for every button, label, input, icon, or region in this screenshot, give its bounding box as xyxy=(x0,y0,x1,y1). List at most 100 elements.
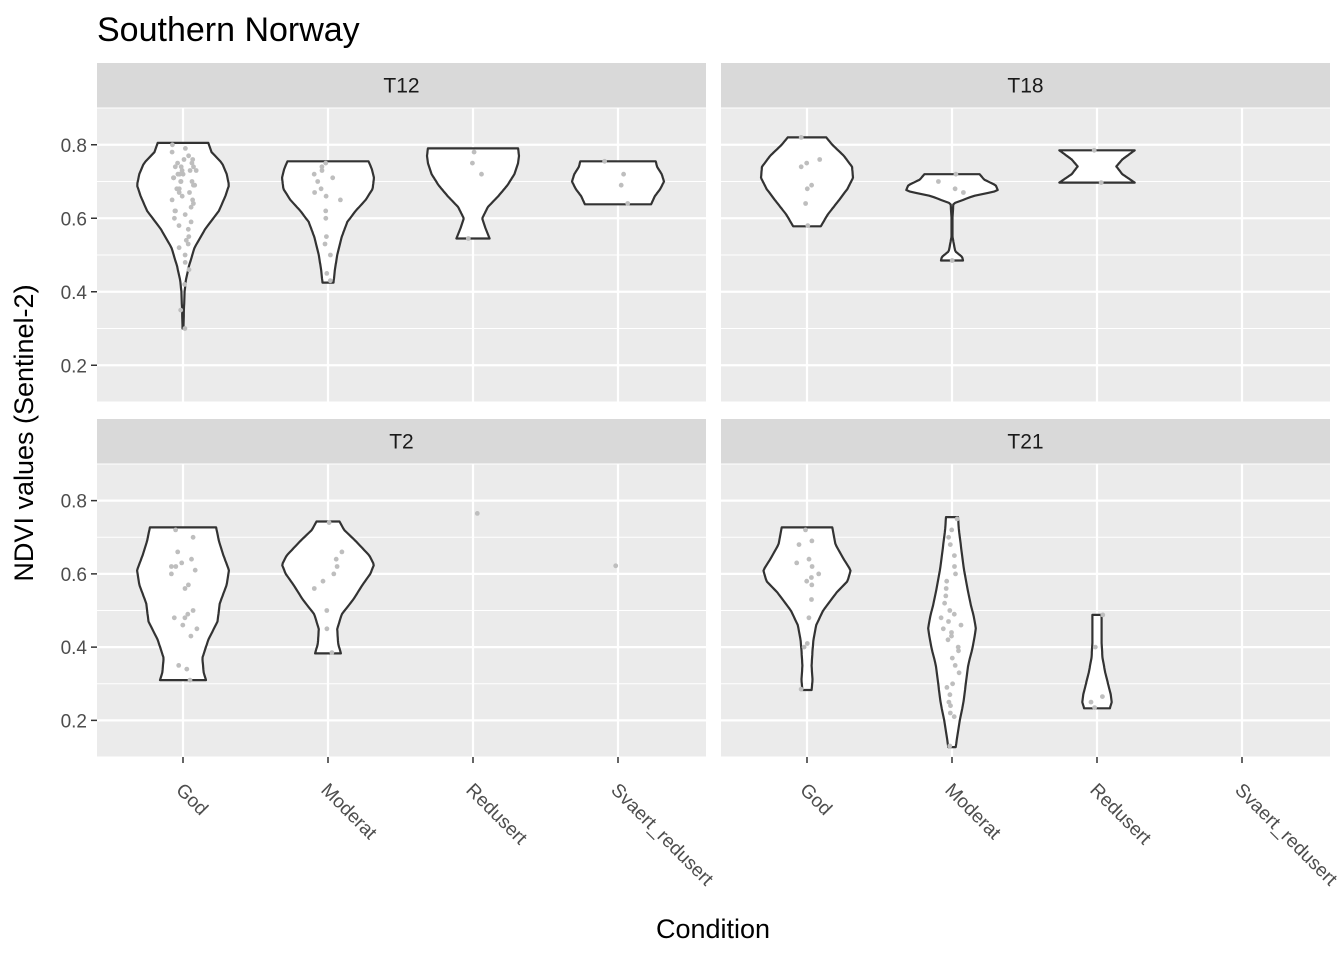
data-point xyxy=(1098,180,1104,186)
violin-Redusert xyxy=(1058,149,1136,184)
y-tick-label: 0.6 xyxy=(61,565,87,586)
data-point xyxy=(1088,699,1094,705)
data-point xyxy=(185,611,191,617)
data-point xyxy=(804,578,810,584)
data-point xyxy=(952,663,958,668)
data-point xyxy=(320,578,326,584)
data-point xyxy=(175,160,181,166)
data-point xyxy=(182,252,188,258)
data-point xyxy=(946,619,951,624)
data-point xyxy=(942,600,947,606)
data-point xyxy=(172,215,177,221)
data-point xyxy=(180,622,186,628)
data-point xyxy=(189,160,195,166)
data-point xyxy=(187,677,193,683)
data-point xyxy=(171,175,176,181)
violin-Moderat xyxy=(281,520,375,655)
data-point xyxy=(804,641,810,646)
data-point xyxy=(327,278,333,284)
data-point xyxy=(182,615,188,621)
data-point xyxy=(946,534,951,540)
data-point xyxy=(324,626,330,632)
data-point xyxy=(176,223,182,229)
data-point xyxy=(176,190,182,195)
data-point xyxy=(172,164,178,170)
data-point xyxy=(187,168,193,173)
data-point xyxy=(471,149,477,155)
data-point xyxy=(958,622,964,628)
data-point xyxy=(180,171,186,177)
data-point xyxy=(338,197,343,203)
data-point xyxy=(1091,147,1097,153)
data-point xyxy=(334,564,340,569)
data-point xyxy=(936,179,941,184)
data-point xyxy=(169,197,175,203)
data-point xyxy=(318,186,324,192)
violin-Moderat xyxy=(281,160,375,284)
x-tick-label: Svaert_redusert xyxy=(606,780,717,891)
data-point xyxy=(946,699,952,705)
facet-T18: T18 xyxy=(721,63,1330,403)
x-tick-label: Moderat xyxy=(940,780,1005,845)
violin-God xyxy=(759,136,855,228)
x-tick-label: Redusert xyxy=(1085,780,1155,850)
facet-strip-label: T21 xyxy=(1007,431,1043,454)
data-point xyxy=(951,714,957,720)
data-point xyxy=(804,160,810,166)
data-point xyxy=(806,615,812,621)
facet-T12: T12 0.2 0.4 0.6 0.8 xyxy=(61,63,706,403)
data-point xyxy=(176,663,182,668)
x-tick-label: Redusert xyxy=(461,780,531,850)
data-point xyxy=(186,234,192,240)
data-point xyxy=(809,597,814,602)
data-point xyxy=(809,538,815,544)
data-point xyxy=(947,710,953,716)
x-tick-label: Svaert_redusert xyxy=(1230,780,1341,891)
data-point xyxy=(817,157,823,162)
data-point xyxy=(323,208,329,214)
data-point xyxy=(312,190,317,195)
data-point xyxy=(938,615,944,621)
violin-Moderat xyxy=(905,173,999,262)
x-tick-label: God xyxy=(171,780,211,820)
data-point xyxy=(479,171,484,177)
data-point xyxy=(179,193,185,199)
data-point xyxy=(181,157,187,162)
data-point xyxy=(328,252,333,258)
data-point xyxy=(803,527,808,533)
data-point xyxy=(315,179,321,184)
data-point xyxy=(956,648,961,654)
data-point xyxy=(323,160,329,166)
data-point xyxy=(173,564,179,569)
data-point xyxy=(189,556,194,562)
data-point xyxy=(474,511,480,516)
data-point xyxy=(179,168,185,173)
y-tick-label: 0.2 xyxy=(61,356,87,377)
data-point xyxy=(944,685,950,690)
data-point xyxy=(185,226,191,232)
data-point xyxy=(816,571,822,577)
data-point xyxy=(954,516,960,522)
y-tick-label: 0.8 xyxy=(61,136,87,157)
data-point xyxy=(804,186,810,192)
data-point xyxy=(949,633,954,639)
data-point xyxy=(185,241,191,247)
data-point xyxy=(801,644,807,650)
data-point xyxy=(330,175,336,181)
facet-strip xyxy=(721,419,1330,464)
data-point xyxy=(191,164,196,170)
data-point xyxy=(952,186,958,192)
y-tick-label: 0.4 xyxy=(61,283,88,304)
facet-strip xyxy=(97,63,706,108)
data-point xyxy=(809,182,814,188)
data-point xyxy=(1092,705,1097,710)
data-point xyxy=(621,171,626,177)
data-point xyxy=(188,219,194,225)
data-point xyxy=(190,608,196,613)
chart-title: Southern Norway xyxy=(97,11,360,49)
data-point xyxy=(1092,644,1098,650)
data-point xyxy=(177,171,183,177)
data-point xyxy=(311,171,317,177)
violin-God xyxy=(136,141,230,330)
data-point xyxy=(176,186,182,192)
